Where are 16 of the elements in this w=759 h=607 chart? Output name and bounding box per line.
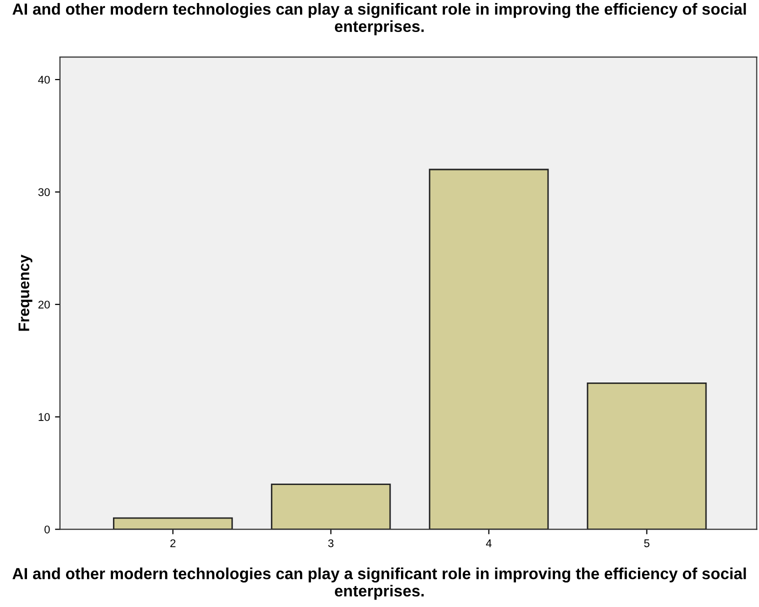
bar (270, 484, 391, 530)
chart-title: AI and other modern technologies can play a significant role in improving the efficiency of social enterprises. (12, 3, 746, 36)
bar (428, 168, 549, 530)
x-tick-label: 5 (644, 539, 650, 548)
y-tick-label: 0 (44, 526, 50, 534)
bar (112, 517, 233, 530)
y-tick-label: 30 (38, 188, 50, 196)
bar (586, 382, 707, 530)
x-tick-label: 2 (170, 539, 176, 548)
y-tick-label: 10 (38, 413, 50, 421)
y-tick-label: 40 (38, 76, 50, 84)
x-axis-title: AI and other modern technologies can play a significant role in improving the efficiency of social enterprises. (12, 568, 746, 600)
x-tick-label: 3 (328, 539, 334, 548)
y-tick-label: 20 (38, 300, 50, 309)
y-axis-title: Frequency (18, 254, 32, 331)
x-tick-label: 4 (486, 539, 492, 548)
